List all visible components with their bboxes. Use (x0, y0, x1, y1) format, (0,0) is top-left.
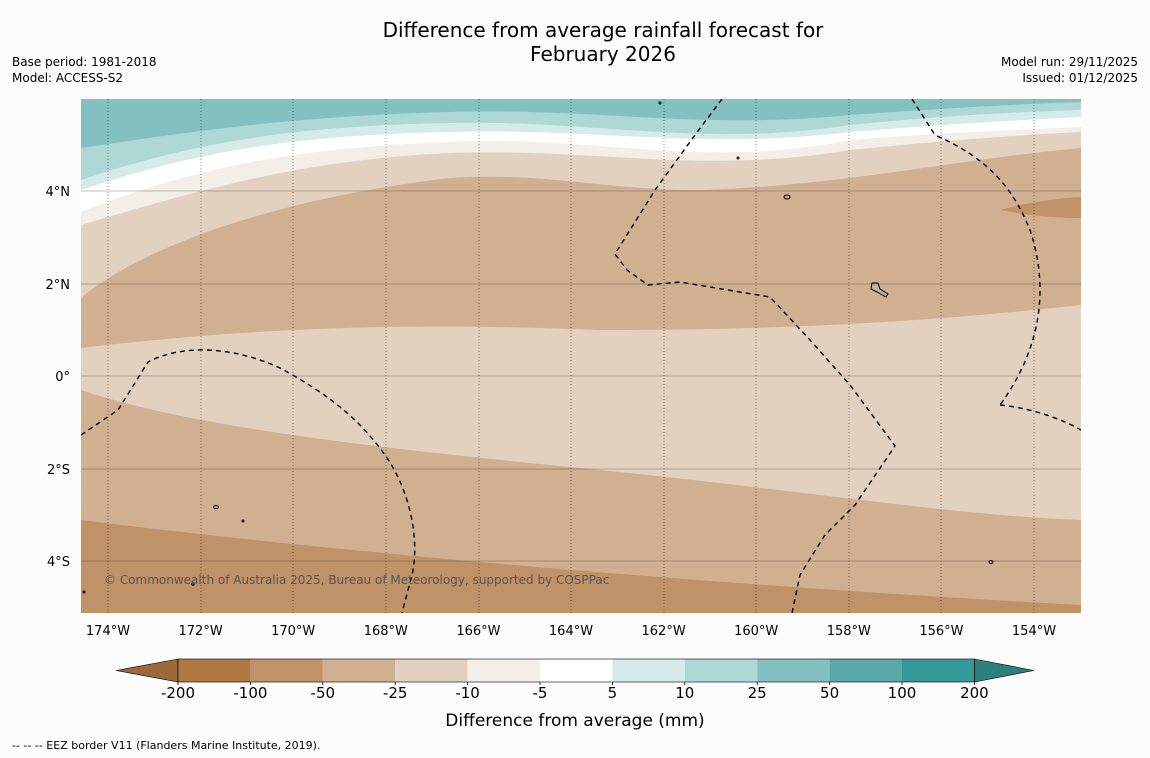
colorbar-tick-label: 200 (960, 684, 989, 702)
lat-label: 2°N (46, 278, 71, 293)
colorbar-tick-label: -200 (161, 684, 195, 702)
map-plot-area: © Commonwealth of Australia 2025, Bureau… (81, 99, 1081, 613)
colorbar-swatch (395, 659, 468, 682)
island-baker (783, 194, 791, 200)
island-far-west (82, 590, 86, 594)
title-line-2: February 2026 (530, 42, 676, 66)
lon-label: 164°W (549, 624, 593, 639)
lon-label: 168°W (364, 624, 408, 639)
colorbar-swatch (902, 659, 975, 682)
band-plus-10 (81, 99, 1081, 180)
colorbar-tick-label: 5 (608, 684, 618, 702)
colorbar-swatch (757, 659, 830, 682)
lat-label: 4°S (47, 555, 70, 570)
colorbar-tick-label: -5 (533, 684, 548, 702)
colorbar: -200 -100 -50 -25 -10 -5 5 10 25 50 100 200 (115, 658, 1035, 702)
island-phoenix-1 (213, 505, 219, 509)
island-sw (191, 582, 195, 586)
lon-label: 162°W (642, 624, 686, 639)
eez-borders (81, 99, 1081, 613)
latitude-labels: 4°N 2°N 0° 2°S 4°S (46, 185, 71, 570)
lat-label: 0° (55, 370, 70, 385)
colorbar-tick-label: -25 (383, 684, 408, 702)
island-north (658, 101, 662, 105)
colorbar-under-triangle (115, 658, 179, 683)
lon-label: 174°W (86, 624, 130, 639)
colorbar-tick-label: 100 (888, 684, 917, 702)
lon-label: 172°W (179, 624, 223, 639)
colorbar-swatch (540, 659, 613, 682)
copyright-notice: © Commonwealth of Australia 2025, Bureau… (104, 573, 609, 587)
band-minus-100 (81, 520, 1081, 613)
dry-patch-east (1000, 197, 1081, 218)
colorbar-frame (177, 658, 975, 683)
islands (82, 101, 994, 594)
island-small (736, 156, 740, 160)
meta-left: Base period: 1981-2018 Model: ACCESS-S2 (12, 54, 157, 86)
colorbar-swatch (322, 659, 396, 682)
colorbar-swatch (467, 659, 540, 682)
band-minus-25-south (81, 305, 1081, 520)
lon-label: 160°W (734, 624, 778, 639)
colorbar-title: Difference from average (mm) (445, 711, 704, 731)
chart-title: Difference from average rainfall forecas… (300, 18, 906, 66)
lon-label: 154°W (1012, 624, 1056, 639)
colorbar-swatch (612, 659, 685, 682)
lon-label: 156°W (919, 624, 963, 639)
lat-label: 2°S (47, 463, 70, 478)
band-plus-25 (81, 99, 1081, 148)
island-jarvis (870, 282, 889, 298)
longitude-labels: 174°W 172°W 170°W 168°W 166°W 164°W 162°W 160°W… (86, 624, 1056, 639)
model-name: Model: ACCESS-S2 (12, 71, 124, 85)
colorbar-swatch (829, 659, 902, 682)
colorbar-over-triangle (974, 658, 1035, 683)
colorbar-swatch (684, 659, 758, 682)
lat-label: 4°N (46, 185, 71, 200)
colorbar-tick-label: 10 (675, 684, 694, 702)
issued-date: Issued: 01/12/2025 (1022, 71, 1138, 85)
colorbar-tick-label: -10 (455, 684, 480, 702)
colorbar-swatch (250, 659, 323, 682)
lon-label: 170°W (271, 624, 315, 639)
island-phoenix-2 (241, 519, 245, 523)
lon-label: 166°W (456, 624, 500, 639)
base-period: Base period: 1981-2018 (12, 55, 157, 69)
model-run: Model run: 29/11/2025 (1000, 55, 1138, 69)
title-line-1: Difference from average rainfall forecas… (382, 18, 824, 42)
island-south (988, 560, 994, 564)
colorbar-tick-label: -50 (311, 684, 336, 702)
colorbar-tick-label: 25 (748, 684, 767, 702)
parallels (81, 190, 1081, 562)
eez-footnote: -- -- -- EEZ border V11 (Flanders Marine… (12, 739, 321, 752)
lon-label: 158°W (827, 624, 871, 639)
colorbar-tick-label: -100 (233, 684, 267, 702)
colorbar-swatch (178, 659, 251, 682)
meta-right: Model run: 29/11/2025 Issued: 01/12/2025 (1001, 54, 1138, 86)
colorbar-tick-label: 50 (820, 684, 839, 702)
